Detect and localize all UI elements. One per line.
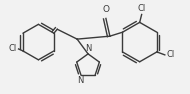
Text: Cl: Cl	[138, 3, 146, 13]
Text: O: O	[102, 5, 109, 14]
Text: N: N	[77, 76, 83, 85]
Text: Cl: Cl	[167, 50, 175, 59]
Text: Cl: Cl	[9, 44, 17, 53]
Text: N: N	[85, 44, 91, 53]
